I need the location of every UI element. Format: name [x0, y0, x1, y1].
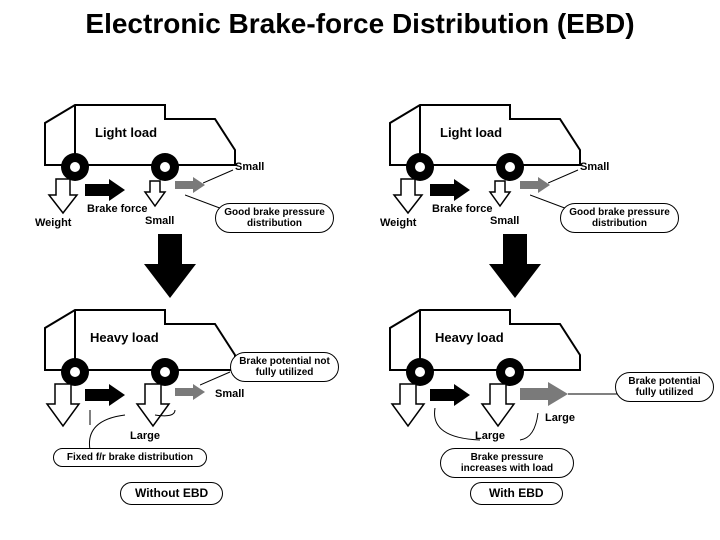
transition-arrow-right-icon: [485, 232, 545, 302]
brake-arrow-front-icon: [83, 382, 127, 408]
label-small-bottom: Small: [490, 215, 519, 227]
label-with: With EBD: [489, 486, 544, 500]
pill-without: Without EBD: [120, 482, 223, 505]
pill-increases: Brake pressure increases with load: [440, 448, 574, 478]
label-small-rear: Small: [215, 388, 244, 400]
pill-good-dist: Good brake pressure distribution: [215, 203, 334, 233]
weight-arrow-front-icon: [392, 177, 424, 217]
label-brake-force: Brake force: [432, 203, 493, 215]
label-small-rear: Small: [580, 161, 609, 173]
rear-force-arrow-icon: [518, 380, 570, 408]
brake-arrow-front-icon: [428, 177, 472, 203]
pill-good-dist: Good brake pressure distribution: [560, 203, 679, 233]
label-heavy-load: Heavy load: [435, 330, 504, 345]
panel-with-heavy: Heavy load Large Large Brake potential f…: [380, 300, 710, 500]
label-light-load: Light load: [95, 125, 157, 140]
label-brake-force: Brake force: [87, 203, 148, 215]
pointer-fixed-icon: [75, 410, 185, 450]
panel-without-heavy: Heavy load Brake potential not fully uti…: [35, 300, 355, 500]
label-without: Without EBD: [135, 486, 208, 500]
pill-not-full: Brake potential not fully utilized: [230, 352, 339, 382]
label-heavy-load: Heavy load: [90, 330, 159, 345]
label-light-load: Light load: [440, 125, 502, 140]
pill-full: Brake potential fully utilized: [615, 372, 714, 402]
transition-arrow-left-icon: [140, 232, 200, 302]
label-weight: Weight: [35, 217, 71, 229]
label-small-rear: Small: [235, 161, 264, 173]
page-title: Electronic Brake-force Distribution (EBD…: [0, 8, 720, 40]
brake-arrow-front-icon: [83, 177, 127, 203]
pill-fixed: Fixed f/r brake distribution: [53, 448, 207, 467]
pill-with: With EBD: [470, 482, 563, 505]
van-icon: [380, 300, 590, 390]
brake-arrow-front-icon: [428, 382, 472, 408]
rear-force-arrow-icon: [173, 382, 207, 402]
weight-arrow-front-icon: [47, 177, 79, 217]
label-small-bottom: Small: [145, 215, 174, 227]
label-weight: Weight: [380, 217, 416, 229]
label-large-2: Large: [545, 412, 575, 424]
pointer-increases-icon: [420, 408, 540, 448]
